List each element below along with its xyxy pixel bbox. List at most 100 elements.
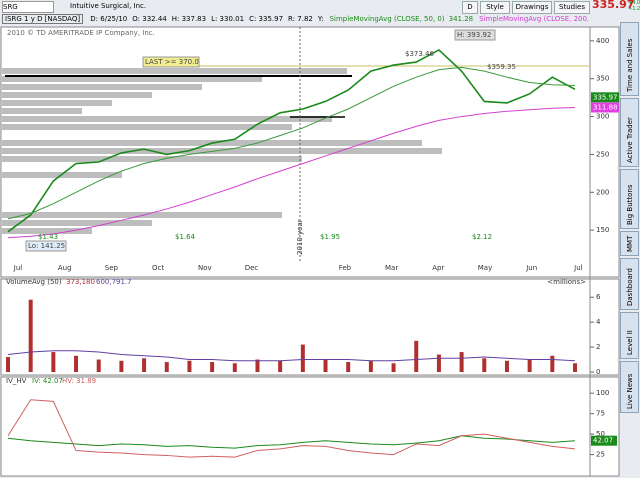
instrument: ISRG 1 y D [NASDAQ] (2, 14, 84, 24)
annotation: $373.46 (405, 50, 434, 58)
volume-bar (391, 363, 396, 372)
price-tag-label: 335.97 (593, 93, 618, 101)
field: O: 332.44 (132, 15, 167, 23)
side-tab[interactable]: Level II (620, 312, 639, 360)
y-tick-label: 150 (596, 226, 609, 234)
x-tick-label: Jul (573, 264, 583, 272)
change-pct: +1.23% (628, 6, 640, 12)
price-tag-label: 311.88 (593, 103, 618, 111)
tab-label: Dashboard (626, 268, 634, 306)
x-tick-label: Jul (13, 264, 23, 272)
y-tick-label: 25 (596, 451, 605, 459)
volume-bar (436, 354, 441, 372)
volume-bar (300, 344, 305, 372)
x-tick-label: Sep (105, 264, 119, 272)
series-line (7, 48, 576, 233)
volume-bar (368, 360, 373, 372)
x-tick-label: May (478, 264, 492, 272)
y-tick-label: 200 (596, 188, 609, 196)
units: <millions> (547, 278, 586, 286)
company: Intuitive Surgical, Inc. (70, 2, 147, 10)
volume-bar (482, 358, 487, 372)
volume-bar (210, 362, 215, 372)
last-price: 335.97 (592, 0, 635, 11)
y-tick-label: 400 (596, 37, 609, 45)
volume-bar (74, 355, 79, 372)
tab-label: Live News (626, 373, 634, 409)
study-name: SimpleMovingAvg (CLOSE, 200, 0) (479, 15, 588, 23)
y-tick-label: 6 (596, 293, 601, 301)
pane-label: 600,791.7 (96, 278, 132, 286)
volume-bar (527, 359, 532, 372)
annotation: $1.43 (38, 233, 58, 241)
x-tick-label: Mar (385, 264, 398, 272)
annotation: LAST >= 370.0 (145, 58, 199, 66)
x-tick-label: Dec (245, 264, 259, 272)
study-value: 341.28 (448, 15, 474, 23)
series-line (7, 66, 576, 220)
y-tick-label: 2 (596, 343, 600, 351)
year-label: 2010 year (296, 219, 304, 255)
series-line (7, 435, 576, 449)
volume-bar (550, 355, 555, 372)
tab-label: Time and Sales (626, 38, 634, 92)
value-tag-label: 42.07 (593, 437, 613, 445)
volume-bar (187, 360, 192, 372)
charts: 2010 © TD AMERITRADE IP Company, Inc. 15… (0, 26, 620, 477)
y-tick-label: 300 (596, 113, 609, 121)
series-line (7, 350, 576, 362)
field: D: 6/25/10 (90, 15, 128, 23)
side-tab[interactable]: Dashboard (620, 258, 639, 310)
tab-label: Level II (626, 330, 634, 356)
tab-label: MMT (626, 236, 634, 253)
value-tag (591, 435, 617, 446)
header: ISRG 1 y D [NASDAQ] D: 6/25/10 O: 332.44 H… (2, 14, 588, 25)
x-tick-label: Jun (525, 264, 537, 272)
button[interactable]: Studies (554, 1, 590, 14)
volume-bar (28, 299, 33, 372)
price-tag (591, 92, 619, 103)
annotation-box (454, 29, 496, 41)
y-tick-label: 100 (596, 389, 609, 397)
study-name: SimpleMovingAvg (CLOSE, 50, 0) (329, 15, 445, 23)
volume-bar (255, 359, 260, 372)
y-tick-label: 4 (596, 318, 601, 326)
volume-pane (0, 278, 620, 376)
x-tick-label: Feb (339, 264, 352, 272)
side-tab[interactable]: Big Buttons (620, 168, 639, 230)
field: C: 335.97 (249, 15, 284, 23)
side-tab[interactable]: MMT (620, 231, 639, 257)
volume-bar (573, 363, 577, 372)
side-tab[interactable]: Active Trader (620, 97, 639, 167)
annotation: $359.35 (487, 63, 516, 71)
volume-bar (51, 352, 56, 372)
copyright: 2010 © TD AMERITRADE IP Company, Inc. (7, 29, 155, 37)
button[interactable]: Style (480, 1, 510, 14)
annotation: $1.64 (175, 233, 196, 241)
button[interactable]: Drawings (512, 1, 552, 14)
y-tick-label: 75 (596, 410, 605, 418)
x-tick-label: Apr (432, 264, 444, 272)
annotation: H: 393.92 (457, 31, 491, 39)
tab-label: Big Buttons (626, 184, 634, 226)
y-tick-label: 350 (596, 75, 609, 83)
annotation: $2.12 (472, 233, 492, 241)
volume-bar (504, 360, 509, 372)
pane-label: HV: 31.89 (62, 377, 96, 385)
volume-bar (232, 363, 237, 372)
iv-pane (0, 376, 620, 477)
tab-label: Active Trader (626, 116, 634, 163)
symbol-input[interactable]: SRG (2, 1, 54, 13)
y-tick-label: 250 (596, 150, 609, 158)
change: +4.09 (628, 0, 640, 6)
side-tab[interactable]: Time and Sales (620, 22, 639, 96)
series-line (7, 399, 576, 458)
y-tick-label: 0 (596, 368, 600, 376)
pane-label: IV: 42.07 (32, 377, 63, 385)
volume-bar (6, 357, 10, 372)
price-tag (591, 102, 619, 113)
button[interactable]: D (462, 1, 478, 14)
side-tab[interactable]: Live News (620, 361, 639, 413)
volume-bar (278, 360, 283, 372)
